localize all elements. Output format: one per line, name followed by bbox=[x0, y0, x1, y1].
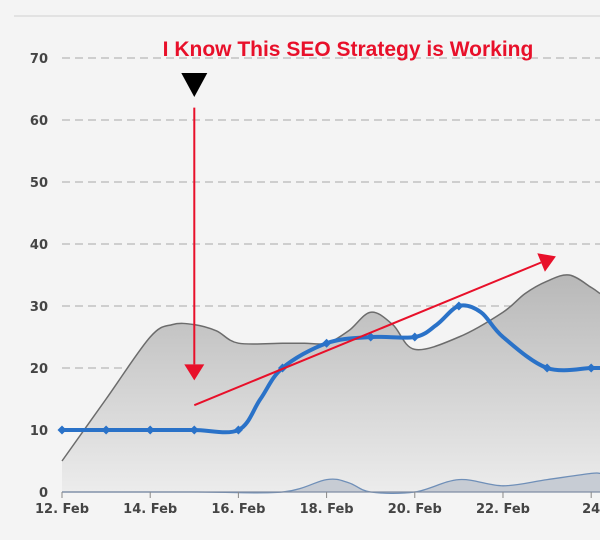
black-triangle-marker bbox=[181, 73, 208, 97]
blue-line-point bbox=[586, 363, 596, 373]
x-tick-label: 24 bbox=[582, 502, 600, 517]
y-tick-label: 10 bbox=[30, 424, 48, 439]
red-arrow-line bbox=[193, 261, 542, 407]
x-axis-ticks: 12. Feb 14. Feb 16. Feb 18. Feb 20. Feb 22. F… bbox=[35, 492, 600, 517]
x-tick-label: 22. Feb bbox=[476, 502, 530, 517]
area-series bbox=[61, 274, 600, 492]
y-tick-label: 30 bbox=[30, 300, 48, 315]
x-tick-label: 16. Feb bbox=[211, 502, 265, 517]
blue-line-series bbox=[57, 301, 600, 435]
blue-line-point bbox=[145, 425, 155, 435]
red-arrowhead bbox=[184, 364, 205, 381]
y-tick-label: 0 bbox=[39, 486, 48, 501]
blue-line-point bbox=[322, 338, 332, 348]
blue-line-point bbox=[542, 363, 552, 373]
y-tick-label: 20 bbox=[30, 362, 48, 377]
x-tick-label: 20. Feb bbox=[388, 502, 442, 517]
x-tick-label: 18. Feb bbox=[300, 502, 354, 517]
chart-title: I Know This SEO Strategy is Working bbox=[163, 38, 534, 61]
blue-line-point bbox=[101, 425, 111, 435]
y-tick-label: 50 bbox=[30, 176, 48, 191]
blue-line-point bbox=[189, 425, 199, 435]
annotations bbox=[181, 73, 556, 407]
red-arrowhead bbox=[537, 253, 556, 272]
y-tick-label: 40 bbox=[30, 238, 48, 253]
area-outline bbox=[61, 274, 600, 462]
blue-line-point bbox=[57, 425, 67, 435]
blue-line-point bbox=[366, 332, 376, 342]
x-tick-label: 14. Feb bbox=[123, 502, 177, 517]
y-tick-label: 60 bbox=[30, 114, 48, 129]
y-axis-ticks: 0 10 20 30 40 50 60 70 bbox=[30, 52, 48, 501]
baseline-series bbox=[61, 472, 600, 495]
area-fill bbox=[62, 274, 600, 492]
blue-line-point bbox=[233, 425, 243, 435]
y-tick-label: 70 bbox=[30, 52, 48, 67]
blue-line-point bbox=[454, 301, 464, 311]
x-tick-label: 12. Feb bbox=[35, 502, 89, 517]
baseline-area-fill bbox=[62, 472, 600, 494]
blue-line-point bbox=[410, 332, 420, 342]
